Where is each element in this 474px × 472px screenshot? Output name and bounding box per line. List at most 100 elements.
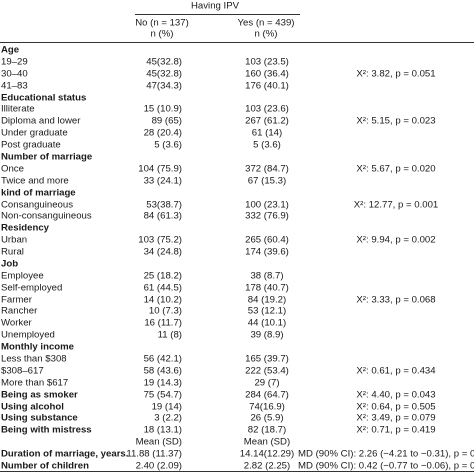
row-heading: Monthly income — [1, 341, 75, 353]
column-unit: n (%) — [150, 28, 174, 40]
cell-no: 47(34.3) — [146, 80, 182, 92]
row-label: $308–617 — [1, 365, 44, 377]
cell-no: 34 (24.8) — [143, 246, 182, 258]
cell-no: 103 (75.2) — [138, 234, 182, 246]
cell-yes: 38 (8.7) — [250, 270, 284, 282]
row-heading: Job — [1, 258, 19, 270]
cell-no: 5 (3.6) — [154, 139, 182, 151]
row-heading: Using alcohol — [1, 401, 64, 413]
cell-no: 11 (8) — [157, 329, 182, 341]
cell-stat: MD (90% CI): 2.26 (−4.21 to −0.31), p = … — [298, 448, 474, 460]
cell-yes: 14.14(12.29) — [239, 448, 295, 460]
cell-no: 15 (10.9) — [143, 103, 182, 115]
row-heading: Age — [1, 44, 20, 56]
row-label: Rancher — [1, 305, 38, 317]
cell-no: 56 (42.1) — [143, 353, 182, 365]
cell-yes: 2.82 (2.25) — [243, 460, 291, 472]
row-heading: kind of marriage — [1, 187, 76, 199]
row-heading: Using substance — [1, 412, 78, 424]
cell-no: 45(32.8) — [146, 68, 182, 80]
cell-yes: 44 (10.1) — [247, 317, 287, 329]
cell-yes: 5 (3.6) — [253, 139, 281, 151]
row-heading: Duration of marriage, years. — [1, 448, 129, 460]
row-label: Urban — [1, 234, 28, 246]
row-label: Non-consanguineous — [1, 210, 92, 222]
row-heading: Educational status — [1, 92, 87, 104]
cell-yes: 53 (12.1) — [247, 305, 287, 317]
cell-yes: 160 (36.4) — [245, 68, 289, 80]
cell-yes: 284 (64.7) — [245, 389, 289, 401]
column-header: Yes (n = 439) — [237, 17, 295, 29]
cell-no: 89 (65) — [151, 115, 182, 127]
cell-no: 75 (54.7) — [143, 389, 182, 401]
cell-yes: 165 (39.7) — [245, 353, 289, 365]
cell-yes: 84 (19.2) — [247, 294, 287, 306]
row-label: More than $617 — [1, 377, 69, 389]
row-label: Farmer — [1, 294, 32, 306]
cell-yes: 372 (84.7) — [245, 163, 289, 175]
cell-stat: X²: 5.67, p = 0.020 — [356, 163, 436, 175]
cell-yes: 222 (53.4) — [245, 365, 289, 377]
cell-no: 84 (61.3) — [143, 210, 182, 222]
cell-yes: 103 (23.5) — [245, 56, 289, 68]
cell-no: 45(32.8) — [146, 56, 182, 68]
cell-no: 25 (18.2) — [143, 270, 182, 282]
cell-yes: 29 (7) — [254, 377, 280, 389]
cell-stat: X²: 12.77, p = 0.001 — [353, 199, 439, 210]
row-label: 41–83 — [1, 80, 28, 92]
cell-stat: X²: 3.82, p = 0.051 — [356, 68, 436, 80]
row-label: Under graduate — [1, 127, 68, 139]
row-label: 19–29 — [1, 56, 28, 68]
cell-no: 3 (2.2) — [154, 412, 182, 424]
cell-stat: X²: 4.40, p = 0.043 — [356, 389, 436, 401]
cell-no: 10 (7.3) — [148, 305, 182, 317]
cell-yes: 265 (60.4) — [245, 234, 289, 246]
row-label: Twice and more — [1, 175, 69, 187]
cell-stat: X²: 0.61, p = 0.434 — [356, 365, 436, 377]
row-heading: Being as smoker — [1, 389, 78, 401]
row-heading: Number of marriage — [1, 151, 93, 163]
cell-yes: Mean (SD) — [243, 436, 291, 448]
cell-no: 58 (43.6) — [143, 365, 182, 377]
cell-no: 33 (24.1) — [143, 175, 182, 187]
cell-stat: X²: 9.94, p = 0.002 — [356, 234, 436, 246]
row-heading: Being with mistress — [1, 424, 92, 436]
cell-yes: 39 (8.9) — [250, 329, 284, 341]
cell-yes: 74(16.9) — [249, 401, 285, 413]
cell-no: 61 (44.5) — [143, 282, 182, 294]
cell-yes: 174 (39.6) — [245, 246, 289, 258]
cell-no: 28 (20.4) — [143, 127, 182, 139]
column-header: No (n = 137) — [135, 17, 189, 29]
header-rule — [0, 42, 474, 43]
row-heading: Residency — [1, 222, 49, 234]
cell-no: 53(38.7) — [146, 199, 182, 210]
group-rule — [135, 14, 300, 15]
cell-no: 19 (14.3) — [143, 377, 182, 389]
cell-no: 18 (13.1) — [143, 424, 182, 436]
row-label: Unemployed — [1, 329, 55, 341]
cell-stat: X²: 5.15, p = 0.023 — [356, 115, 436, 127]
cell-stat: X²: 0.64, p = 0.505 — [356, 401, 436, 413]
row-label: Illiterate — [1, 103, 35, 115]
cell-stat: MD (90% CI): 0.42 (−0.77 to −0.06), p = … — [298, 460, 474, 472]
row-label: Consanguineous — [1, 199, 74, 210]
cell-stat: X²: 3.33, p = 0.068 — [356, 294, 436, 306]
row-label: 30–40 — [1, 68, 28, 80]
cell-yes: 26 (5.9) — [250, 412, 284, 424]
row-label: Post graduate — [1, 139, 61, 151]
cell-yes: 61 (14) — [251, 127, 283, 139]
cell-yes: 103 (23.6) — [245, 103, 289, 115]
group-header: Having IPV — [191, 0, 239, 12]
cell-stat: X²: 0.71, p = 0.419 — [356, 424, 436, 436]
column-unit: n (%) — [254, 28, 278, 40]
cell-no: 11.88 (11.37) — [126, 448, 182, 460]
cell-stat: X²: 3.49, p = 0.079 — [356, 412, 436, 424]
row-label: Self-employed — [1, 282, 63, 294]
row-label: Less than $308 — [1, 353, 67, 365]
cell-no: 14 (10.2) — [143, 294, 182, 306]
cell-no: 104 (75.9) — [138, 163, 182, 175]
row-label: Employee — [1, 270, 44, 282]
row-label: Worker — [1, 317, 32, 329]
